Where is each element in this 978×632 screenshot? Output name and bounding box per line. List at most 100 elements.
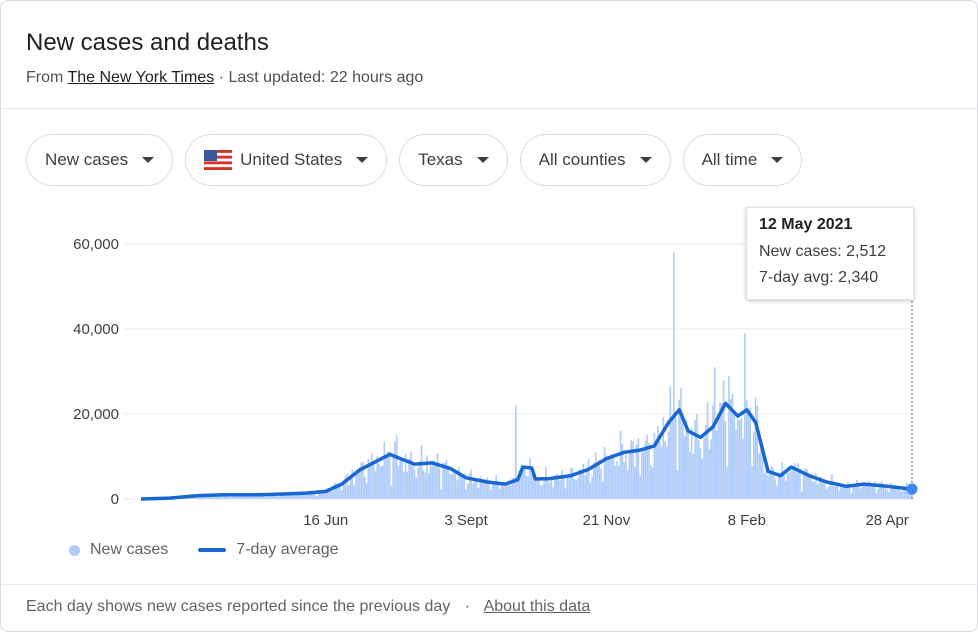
new-cases-bar [534,476,537,499]
new-cases-bar [486,477,489,499]
new-cases-bar [255,495,258,499]
chevron-down-icon [142,157,155,163]
new-cases-bar [262,495,265,499]
new-cases-bar [715,430,718,499]
new-cases-bar [415,477,418,499]
new-cases-bar [657,425,659,499]
new-cases-bar [390,485,393,499]
new-cases-bar [202,495,204,499]
new-cases-bar [340,490,343,499]
time-range-dropdown[interactable]: All time [682,134,803,186]
new-cases-bar [369,464,371,499]
new-cases-bar [726,467,728,499]
new-cases-bar [676,470,679,499]
new-cases-bar [459,472,462,499]
new-cases-bar [841,484,844,499]
about-data-link[interactable]: About this data [483,598,591,615]
new-cases-bar [443,462,446,499]
new-cases-bar [610,453,613,499]
country-dropdown[interactable]: United States [185,134,388,186]
new-cases-bar [802,473,805,499]
new-cases-bar [779,476,782,499]
new-cases-bar [820,476,823,499]
new-cases-bar [271,494,274,499]
new-cases-bar [838,490,840,499]
new-cases-bar [584,475,586,499]
county-dropdown[interactable]: All counties [519,134,671,186]
new-cases-bar [749,407,752,499]
new-cases-bar [667,431,670,499]
new-cases-bar [461,475,464,499]
new-cases-bar [589,482,592,499]
new-cases-bar [877,488,879,499]
new-cases-bar [566,476,569,499]
new-cases-bar [475,479,478,499]
new-cases-bar [633,467,636,499]
new-cases-bar [490,490,492,499]
new-cases-bar [253,495,256,499]
new-cases-bar [411,461,414,499]
new-cases-bar [872,483,874,499]
new-cases-bar [710,439,712,499]
new-cases-bar [557,477,560,499]
new-cases-bar [665,446,668,499]
new-cases-bar [687,430,689,499]
new-cases-bar [232,494,235,499]
new-cases-bar [655,444,657,499]
new-cases-bar [561,470,563,499]
new-cases-bar [729,399,732,499]
new-cases-bar [733,410,736,499]
new-cases-bar [353,485,355,499]
new-cases-bar [808,475,810,499]
new-cases-bar [776,485,778,499]
new-cases-bar [591,476,593,499]
new-cases-bar [616,460,618,499]
new-cases-bar [680,387,682,499]
new-cases-bar [392,456,394,499]
new-cases-bar [546,479,549,499]
new-cases-bar [765,458,768,499]
new-cases-bar [472,483,474,499]
legend-average: 7-day average [236,541,339,558]
new-cases-bar [236,494,238,499]
new-cases-bar [568,478,570,499]
new-cases-bar [824,480,826,499]
new-cases-bar [417,467,419,499]
new-cases-bar [829,480,831,499]
cases-chart[interactable]: 60,000 40,000 20,000 0 16 Jun 3 Sept 21 Nov 8 F… [1,196,977,536]
new-cases-bar [577,477,579,499]
new-cases-bar [845,486,847,499]
new-cases-bar [312,491,315,499]
new-cases-bar [880,481,883,499]
new-cases-bar [882,486,885,499]
new-cases-bar [617,465,620,499]
new-cases-bar [587,459,590,499]
new-cases-bar [646,435,649,499]
new-cases-bar [889,482,892,499]
new-cases-bar [516,482,519,499]
new-cases-bar [602,481,604,499]
new-cases-bar [225,494,227,499]
new-cases-bar [514,405,517,499]
new-cases-bar [658,440,661,499]
new-cases-bar [522,465,524,499]
new-cases-bar [429,465,432,499]
new-cases-bar [705,424,707,499]
new-cases-bar [351,469,354,499]
new-cases-bar [735,429,737,499]
new-cases-bar [378,463,380,499]
source-link[interactable]: The New York Times [67,69,215,86]
new-cases-bar [246,494,249,499]
new-cases-bar [836,482,839,499]
new-cases-bar [690,427,693,499]
new-cases-bar [383,441,386,499]
new-cases-bar [626,470,629,499]
new-cases-bar [772,468,775,499]
new-cases-bar [804,468,807,499]
new-cases-bar [639,475,641,499]
new-cases-bar [623,462,625,499]
new-cases-bar [904,489,906,499]
new-cases-bar [811,481,814,499]
state-dropdown[interactable]: Texas [399,134,508,186]
metric-dropdown[interactable]: New cases [26,134,174,186]
